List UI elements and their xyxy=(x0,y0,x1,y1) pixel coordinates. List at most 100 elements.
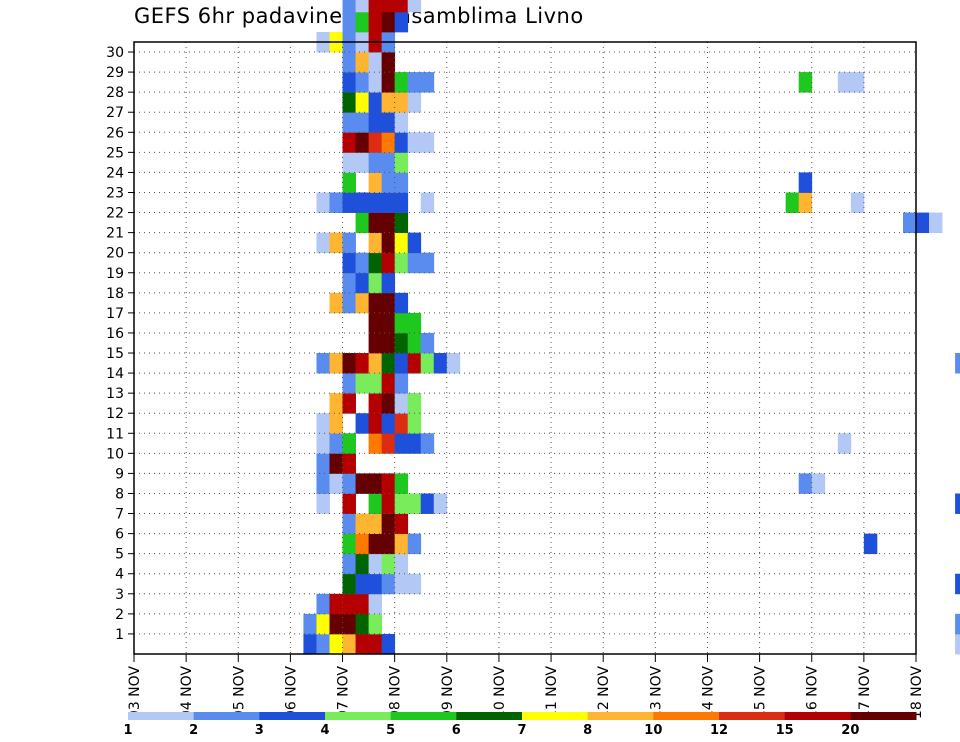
plot-frame xyxy=(133,41,917,655)
heat-cell xyxy=(394,11,409,33)
heat-cell xyxy=(342,353,356,374)
heat-cell xyxy=(355,112,369,133)
heat-cell xyxy=(407,252,422,274)
heat-cell xyxy=(368,11,383,33)
colorbar-swatch xyxy=(784,712,851,720)
x-axis: 03 NOV 04 NOV 05 NOV 06 NOV 07 NOV 08 NOV 09 N… xyxy=(127,654,925,719)
heat-cell xyxy=(394,212,409,234)
heat-cell xyxy=(355,473,369,494)
colorbar-label: 15 xyxy=(776,723,794,738)
x-tick-label: 14 NOV xyxy=(700,666,716,720)
heat-cell xyxy=(394,332,409,354)
heat-cell xyxy=(329,633,343,655)
heat-cell xyxy=(394,112,409,133)
y-tick-label: 6 xyxy=(115,527,124,543)
heat-cell xyxy=(394,433,409,454)
heat-cell xyxy=(329,192,343,213)
heat-cell xyxy=(381,0,396,13)
heat-cell xyxy=(355,0,369,13)
heat-cell xyxy=(355,72,369,93)
heat-cell xyxy=(329,473,343,494)
heat-cell xyxy=(342,593,356,615)
heat-cell xyxy=(355,52,369,73)
heat-cell xyxy=(381,212,396,234)
heat-cell xyxy=(420,192,435,213)
x-tick-label: 03 NOV xyxy=(127,666,143,720)
heat-cell xyxy=(342,453,356,474)
heat-cell xyxy=(316,353,330,374)
y-tick-label: 26 xyxy=(106,125,124,141)
heat-cell xyxy=(368,493,383,514)
y-tick-label: 23 xyxy=(106,185,124,201)
heat-cell xyxy=(381,393,396,414)
y-tick-label: 19 xyxy=(106,266,124,282)
heat-cell xyxy=(394,413,409,434)
heat-cell xyxy=(355,413,369,434)
x-tick-label: 18 NOV xyxy=(909,666,925,720)
heat-cell xyxy=(329,433,343,454)
heat-cell xyxy=(929,212,943,234)
heat-cell xyxy=(368,52,383,73)
heat-cell xyxy=(407,132,422,153)
heat-cell xyxy=(407,312,422,334)
y-tick-label: 9 xyxy=(115,466,124,482)
heat-cell xyxy=(955,573,960,595)
heat-cell xyxy=(342,473,356,494)
heat-cell xyxy=(368,272,383,294)
colorbar-label: 8 xyxy=(583,723,592,738)
heat-cell xyxy=(394,72,409,93)
heat-cell xyxy=(316,613,330,635)
heat-cell xyxy=(394,493,409,514)
heat-cell xyxy=(407,493,422,514)
heat-cell xyxy=(394,252,409,274)
heat-cell xyxy=(394,92,409,113)
heat-cell xyxy=(342,433,356,454)
heat-cell xyxy=(368,573,383,595)
heat-cell xyxy=(381,433,396,454)
heat-cell xyxy=(342,373,356,394)
heat-cell xyxy=(394,473,409,494)
heat-cell xyxy=(316,413,330,434)
heat-cell xyxy=(902,212,917,234)
heat-cell xyxy=(355,373,369,394)
heat-cell xyxy=(368,112,383,133)
heat-cell xyxy=(368,72,383,93)
heat-cell xyxy=(342,72,356,93)
heat-cell xyxy=(837,433,852,454)
heat-cell xyxy=(407,533,422,555)
heat-cell xyxy=(381,152,396,173)
heat-cell xyxy=(368,192,383,213)
heat-cell xyxy=(368,433,383,454)
heat-cell xyxy=(355,573,369,595)
heat-cell xyxy=(394,553,409,575)
heat-cell xyxy=(368,172,383,193)
y-tick-label: 2 xyxy=(115,607,124,623)
heat-cell xyxy=(955,633,960,655)
heat-cell xyxy=(316,593,330,615)
heat-cell xyxy=(342,252,356,274)
x-tick-label: 04 NOV xyxy=(179,666,195,720)
y-tick-label: 1 xyxy=(115,627,124,643)
x-tick-label: 10 NOV xyxy=(492,666,508,720)
heat-cell xyxy=(420,332,435,354)
y-tick-label: 5 xyxy=(115,547,124,563)
x-tick-label: 12 NOV xyxy=(596,666,612,720)
heat-cell xyxy=(394,353,409,374)
heat-cell xyxy=(381,513,396,535)
heat-cell xyxy=(381,132,396,153)
heat-cell xyxy=(394,132,409,153)
y-tick-label: 16 xyxy=(106,326,124,342)
colorbar-swatch xyxy=(522,712,589,720)
heat-cell xyxy=(381,232,396,254)
heat-cell xyxy=(798,473,813,494)
heat-cell xyxy=(381,573,396,595)
colorbar-swatch xyxy=(259,712,326,720)
heat-cell xyxy=(420,132,435,153)
heat-cell xyxy=(850,72,865,93)
colorbar-label: 6 xyxy=(452,723,461,738)
y-tick-label: 30 xyxy=(106,45,124,61)
heat-cell xyxy=(355,553,369,575)
heat-cell xyxy=(329,232,343,254)
grid-layer xyxy=(134,42,916,654)
